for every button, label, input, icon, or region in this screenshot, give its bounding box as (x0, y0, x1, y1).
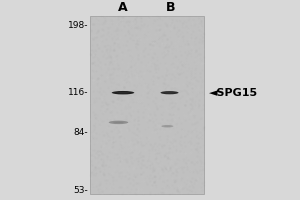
Text: 198-: 198- (68, 21, 88, 30)
Text: A: A (118, 1, 128, 14)
Text: 53-: 53- (74, 186, 88, 195)
Ellipse shape (160, 91, 178, 94)
Text: ◄SPG15: ◄SPG15 (208, 88, 258, 98)
Ellipse shape (164, 126, 171, 127)
Text: 116-: 116- (68, 88, 88, 97)
Ellipse shape (113, 122, 124, 123)
Ellipse shape (161, 125, 173, 127)
Text: B: B (166, 1, 176, 14)
Ellipse shape (164, 92, 174, 93)
Ellipse shape (109, 121, 128, 124)
Text: 84-: 84- (74, 128, 88, 137)
Ellipse shape (117, 92, 129, 93)
Ellipse shape (112, 91, 134, 94)
Bar (90, 16, 204, 194)
